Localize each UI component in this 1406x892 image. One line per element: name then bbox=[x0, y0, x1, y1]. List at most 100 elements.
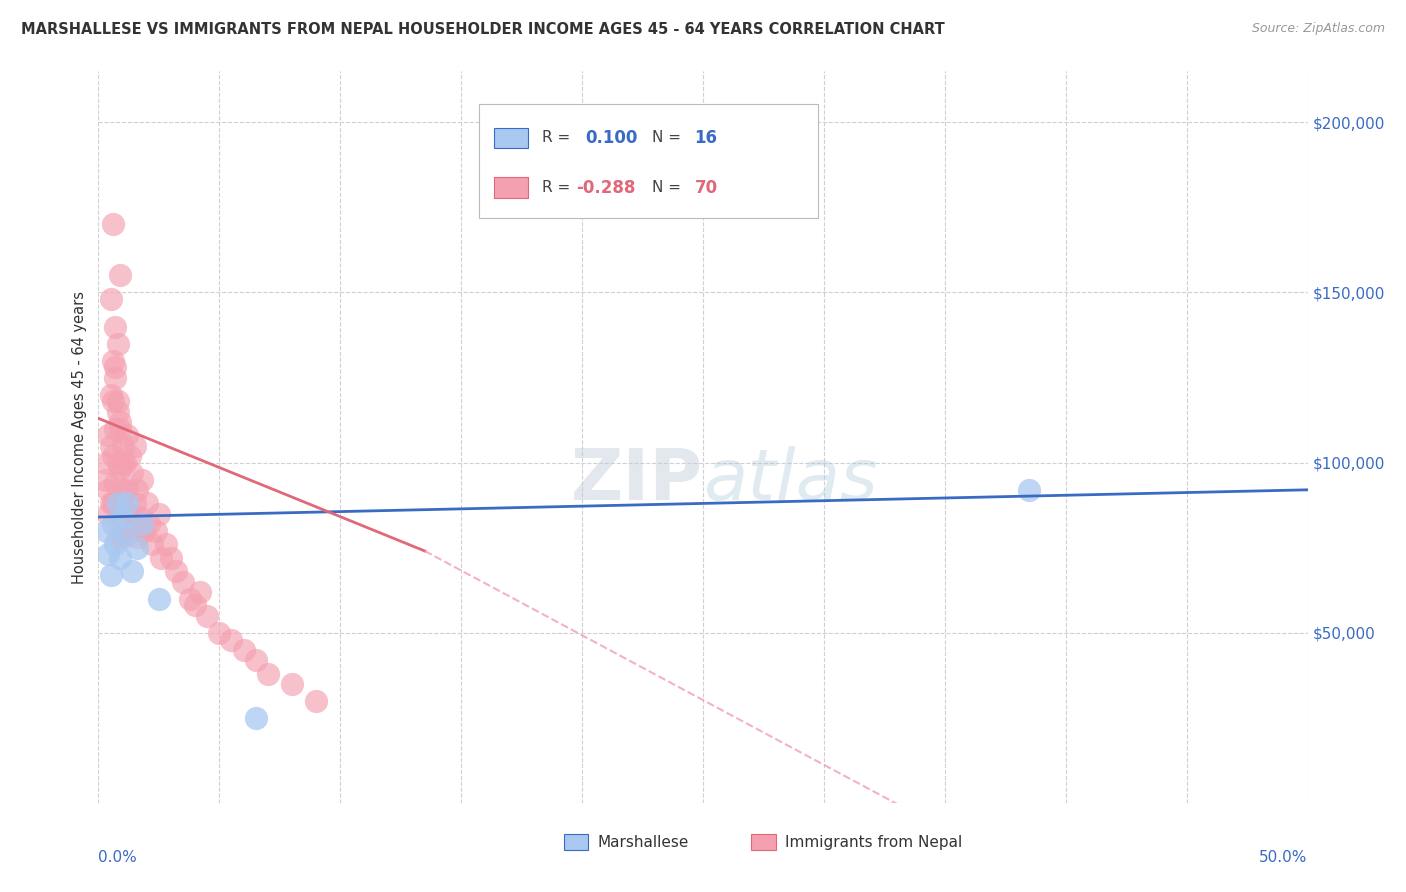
Point bbox=[121, 524, 143, 538]
Text: 0.100: 0.100 bbox=[586, 129, 638, 147]
Point bbox=[97, 548, 120, 562]
FancyBboxPatch shape bbox=[479, 104, 818, 218]
Point bbox=[97, 428, 120, 442]
Text: N =: N = bbox=[652, 180, 686, 195]
Point bbox=[165, 565, 187, 579]
Point bbox=[108, 462, 131, 476]
Point bbox=[111, 483, 134, 497]
Point bbox=[107, 531, 129, 545]
Point bbox=[208, 625, 231, 640]
Point bbox=[155, 537, 177, 551]
Point bbox=[127, 541, 149, 555]
Point bbox=[1018, 483, 1040, 497]
Point bbox=[107, 456, 129, 470]
Point bbox=[245, 711, 267, 725]
Point bbox=[111, 510, 134, 524]
Point bbox=[94, 524, 117, 538]
Text: 70: 70 bbox=[695, 178, 717, 196]
Text: -0.288: -0.288 bbox=[576, 178, 636, 196]
Text: 50.0%: 50.0% bbox=[1260, 850, 1308, 865]
Bar bbox=[564, 834, 588, 850]
Point bbox=[101, 218, 124, 232]
Point bbox=[107, 496, 129, 510]
Point bbox=[100, 439, 122, 453]
Y-axis label: Householder Income Ages 45 - 64 years: Householder Income Ages 45 - 64 years bbox=[72, 291, 87, 583]
Point bbox=[131, 516, 153, 531]
Text: R =: R = bbox=[543, 130, 575, 145]
Point bbox=[100, 293, 122, 307]
Point bbox=[232, 642, 254, 657]
Point bbox=[221, 632, 243, 647]
Text: Source: ZipAtlas.com: Source: ZipAtlas.com bbox=[1251, 22, 1385, 36]
Point bbox=[118, 449, 141, 463]
Point bbox=[179, 591, 201, 606]
Point bbox=[124, 496, 146, 510]
Point bbox=[114, 456, 136, 470]
Text: 16: 16 bbox=[695, 129, 717, 147]
Point bbox=[114, 503, 136, 517]
Bar bbox=[494, 178, 527, 198]
Point bbox=[195, 608, 218, 623]
Point bbox=[101, 516, 124, 531]
Point bbox=[111, 531, 134, 545]
Point bbox=[100, 567, 122, 582]
Point bbox=[117, 483, 139, 497]
Point bbox=[150, 550, 173, 565]
Point bbox=[124, 439, 146, 453]
Point bbox=[97, 507, 120, 521]
Bar bbox=[751, 834, 776, 850]
Point bbox=[148, 507, 170, 521]
Point bbox=[107, 394, 129, 409]
Point bbox=[114, 527, 136, 541]
Point bbox=[134, 524, 156, 538]
Point bbox=[101, 449, 124, 463]
Point bbox=[172, 574, 194, 589]
Point bbox=[107, 336, 129, 351]
Point bbox=[104, 360, 127, 375]
Point bbox=[108, 268, 131, 283]
Bar bbox=[494, 128, 527, 148]
Point bbox=[104, 537, 127, 551]
Point bbox=[160, 550, 183, 565]
Text: 0.0%: 0.0% bbox=[98, 850, 138, 865]
Point bbox=[256, 666, 278, 681]
Point bbox=[104, 370, 127, 384]
Point bbox=[127, 483, 149, 497]
Point bbox=[108, 421, 131, 435]
Point bbox=[117, 428, 139, 442]
Point bbox=[121, 565, 143, 579]
Point bbox=[281, 677, 304, 691]
Point bbox=[121, 466, 143, 480]
Point bbox=[94, 456, 117, 470]
Point bbox=[111, 456, 134, 470]
Point bbox=[148, 591, 170, 606]
Text: atlas: atlas bbox=[703, 447, 877, 516]
Point bbox=[101, 394, 124, 409]
Point bbox=[141, 537, 163, 551]
Point bbox=[104, 319, 127, 334]
Point bbox=[97, 483, 120, 497]
Point bbox=[100, 387, 122, 401]
Point bbox=[131, 473, 153, 487]
Point bbox=[94, 473, 117, 487]
Point bbox=[111, 439, 134, 453]
Point bbox=[245, 653, 267, 667]
Point bbox=[138, 516, 160, 531]
Point bbox=[104, 421, 127, 435]
Point bbox=[188, 585, 211, 599]
Text: MARSHALLESE VS IMMIGRANTS FROM NEPAL HOUSEHOLDER INCOME AGES 45 - 64 YEARS CORRE: MARSHALLESE VS IMMIGRANTS FROM NEPAL HOU… bbox=[21, 22, 945, 37]
Text: N =: N = bbox=[652, 130, 686, 145]
Point bbox=[117, 496, 139, 510]
Point bbox=[107, 496, 129, 510]
Point bbox=[101, 353, 124, 368]
Point bbox=[305, 694, 328, 708]
Point bbox=[104, 475, 127, 490]
Text: Immigrants from Nepal: Immigrants from Nepal bbox=[785, 835, 963, 850]
Point bbox=[128, 510, 150, 524]
Point bbox=[118, 507, 141, 521]
Point bbox=[107, 404, 129, 418]
Point bbox=[127, 531, 149, 545]
Point bbox=[135, 496, 157, 510]
Point bbox=[108, 415, 131, 429]
Point bbox=[108, 550, 131, 565]
